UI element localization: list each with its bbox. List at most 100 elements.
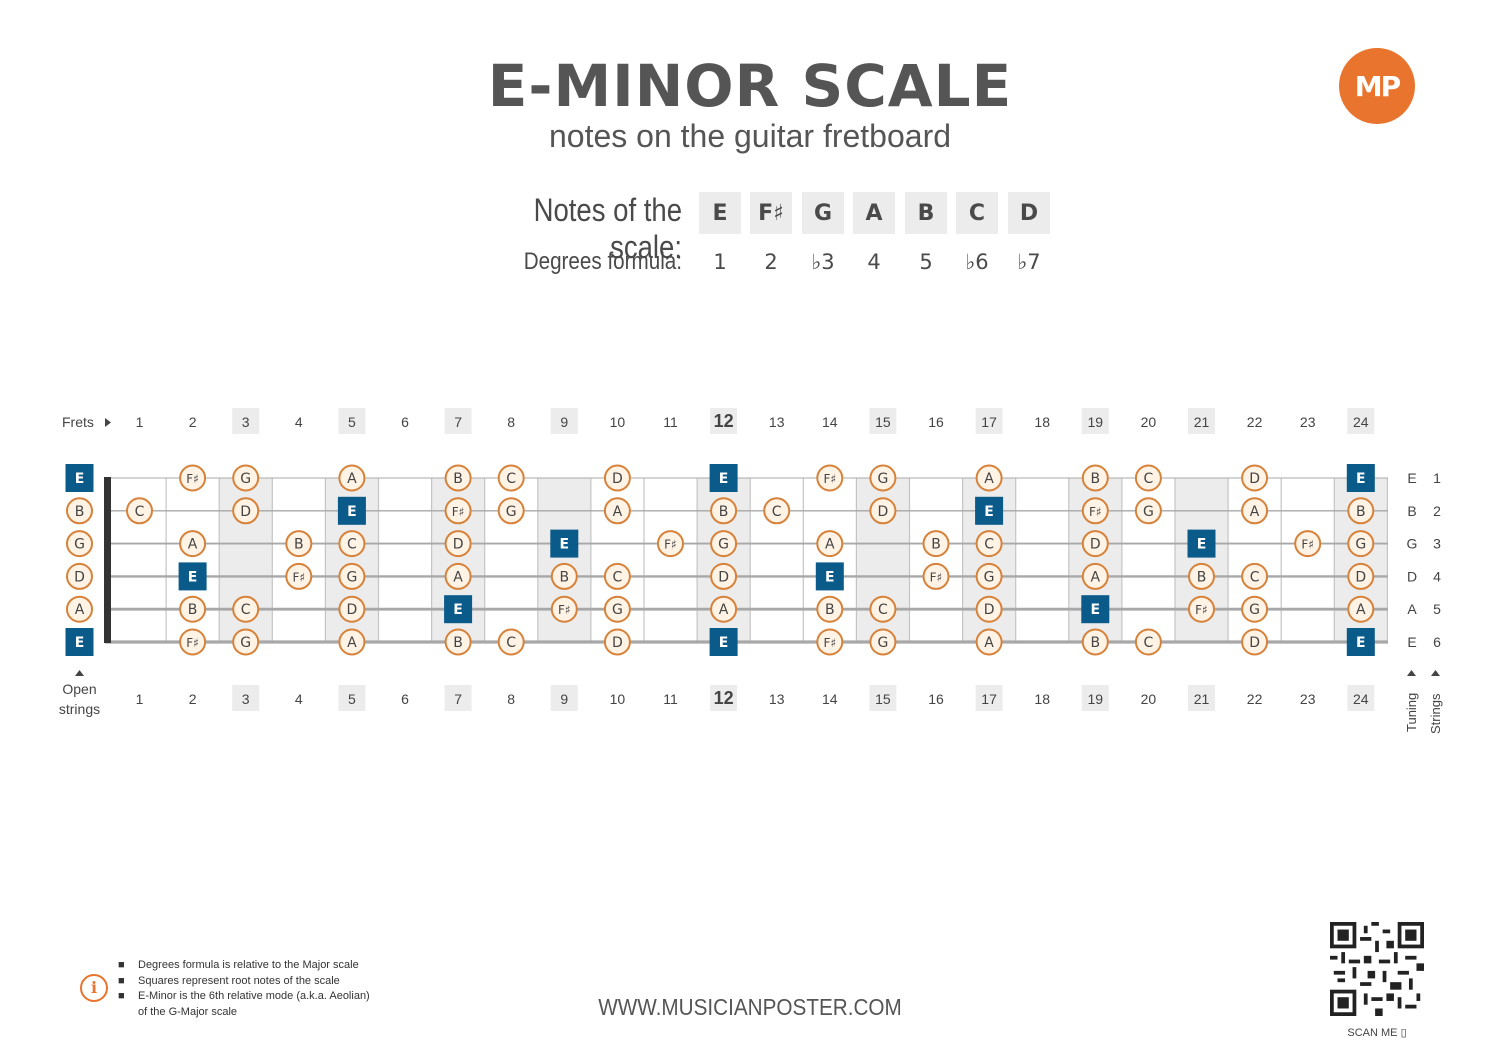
scale-note: E [699,192,741,234]
note-label: G [984,569,995,585]
root-note-square [65,464,94,492]
scale-note-circle [603,595,631,623]
fret-number: 10 [610,414,626,430]
root-note-square [178,562,207,591]
fret-number-box [975,408,1003,434]
fret-number: 6 [401,691,409,707]
scale-note-circle [1188,595,1215,623]
scale-degree: ♭7 [1017,250,1041,274]
scale-note-circle [497,628,525,656]
note-label: C [135,504,145,520]
fret-number: 13 [769,414,785,430]
fret-number: 24 [1353,691,1369,707]
root-note-square [1346,628,1375,656]
fret-number: 15 [875,691,891,707]
fret-number-box [1081,685,1109,711]
note-label: C [984,537,994,553]
note-label: F♯ [664,538,677,552]
note-label: E [719,471,729,487]
note-label: A [453,569,463,585]
scale-note-circle [1347,530,1375,558]
fret-number: 1 [136,691,144,707]
fret-number-box [232,685,260,711]
scan-me-label: SCAN ME ▯ [1330,1026,1424,1039]
fret-number-box [1347,685,1375,711]
scale-note-circle [975,464,1003,492]
scale-note-circle [1081,628,1109,656]
root-note-square [709,628,738,656]
note-label: A [984,635,994,651]
scale-note-circle [1081,497,1109,525]
note-label: C [1144,471,1154,487]
note-label: A [719,602,729,618]
degrees-label: Degrees formula: [523,248,682,275]
note-label: B [453,635,463,651]
note-label: C [613,569,623,585]
note-label: A [1250,504,1260,520]
qr-code-icon[interactable] [1330,922,1424,1016]
fret-number: 15 [875,414,891,430]
scale-note-circle [1134,464,1162,492]
string-number: 2 [1433,503,1441,519]
root-note-square [709,464,738,492]
info-note: of the G-Major scale [138,1005,238,1018]
scale-note-circle [232,464,260,492]
string-number: 1 [1433,470,1441,486]
scale-degree: 1 [713,250,727,274]
fret-number: 17 [981,414,997,430]
scale-note-circle [179,530,207,558]
fret-number-box [1188,685,1215,711]
string-number: 5 [1433,601,1441,617]
scale-note-circle [1081,530,1109,558]
string-tuning: A [1407,601,1417,617]
note-label: D [612,635,623,651]
fret-number: 23 [1300,691,1316,707]
scale-note-circle [763,497,791,525]
scale-note: B [905,192,947,234]
scale-note-circle [338,562,366,590]
scale-note-circle [1081,562,1109,590]
scale-note-circle [338,595,366,623]
note-label: D [347,602,358,618]
fret-number-box [338,685,366,711]
note-label: B [1197,569,1207,585]
brand-logo[interactable]: MP [1339,48,1415,124]
fret-number-box [869,408,897,434]
scale-note-circle [922,562,950,590]
fret-number: 6 [401,414,409,430]
fret-number-box [710,408,738,434]
scale-note-circle [338,628,366,656]
scale-note-circle [975,530,1003,558]
fret-number: 9 [560,414,568,430]
scale-note-circle [497,497,525,525]
scale-note-circle [710,530,738,558]
note-label: G [718,537,729,553]
fret-number: 5 [348,414,356,430]
note-label: C [1144,635,1154,651]
scale-note-circle [1081,464,1109,492]
fret-number: 22 [1247,691,1263,707]
root-note-square [65,628,94,656]
note-label: A [1091,569,1101,585]
fret-number: 8 [507,691,515,707]
open-strings-label: Open [62,681,96,697]
info-icon: i [80,974,108,1002]
info-note: E-Minor is the 6th relative mode (a.k.a.… [138,990,370,1002]
scale-note-circle [1241,464,1269,492]
fret-number-box [444,408,472,434]
fret-number-box [1081,408,1109,434]
scale-note-circle [1241,628,1269,656]
note-label: D [878,504,889,520]
note-label: F♯ [186,472,199,486]
note-label: D [1249,635,1260,651]
string-number: 4 [1433,568,1441,584]
scale-note: D [1008,192,1050,234]
note-label: A [984,471,994,487]
scale-note-circle [710,562,738,590]
string-tuning: E [1407,470,1416,486]
scale-note-circle [66,595,93,623]
note-label: G [74,537,85,553]
website-link[interactable]: WWW.MUSICIANPOSTER.COM [598,994,902,1020]
note-label: D [453,537,464,553]
scale-note-circle [922,530,950,558]
